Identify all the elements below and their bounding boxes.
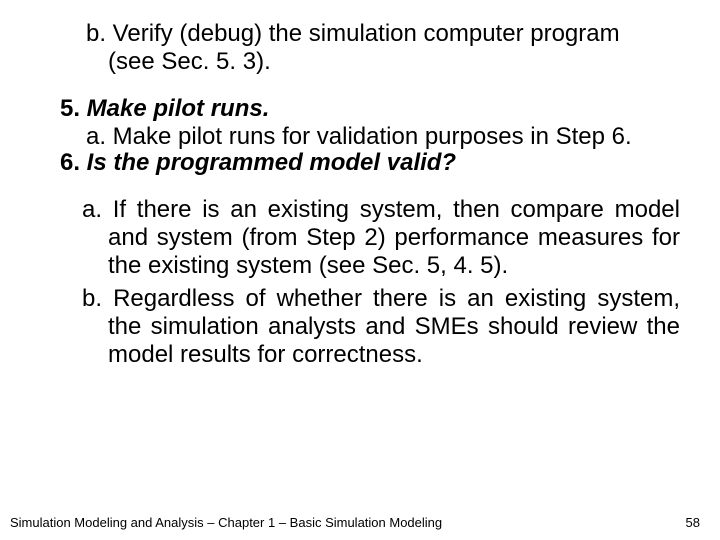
slide-content: b. Verify (debug) the simulation compute… (30, 20, 690, 369)
step5-heading: 5. Make pilot runs. (60, 95, 690, 123)
step6-number: 6. (60, 149, 80, 176)
step6-heading: 6. Is the programmed model valid? (60, 149, 690, 177)
step6-item-a: a. If there is an existing system, then … (108, 196, 680, 281)
step4-item-b: b. Verify (debug) the simulation compute… (108, 20, 690, 77)
slide-page: b. Verify (debug) the simulation compute… (0, 0, 720, 540)
step5-number: 5. (60, 95, 80, 122)
footer-left-text: Simulation Modeling and Analysis – Chapt… (10, 515, 442, 530)
page-number: 58 (686, 515, 700, 530)
footer: Simulation Modeling and Analysis – Chapt… (10, 515, 700, 530)
step5-title: Make pilot runs. (80, 95, 269, 122)
step6-title: Is the programmed model valid? (80, 149, 456, 176)
step5-item-a: a. Make pilot runs for validation purpos… (108, 123, 680, 151)
step6-item-b: b. Regardless of whether there is an exi… (108, 285, 680, 370)
